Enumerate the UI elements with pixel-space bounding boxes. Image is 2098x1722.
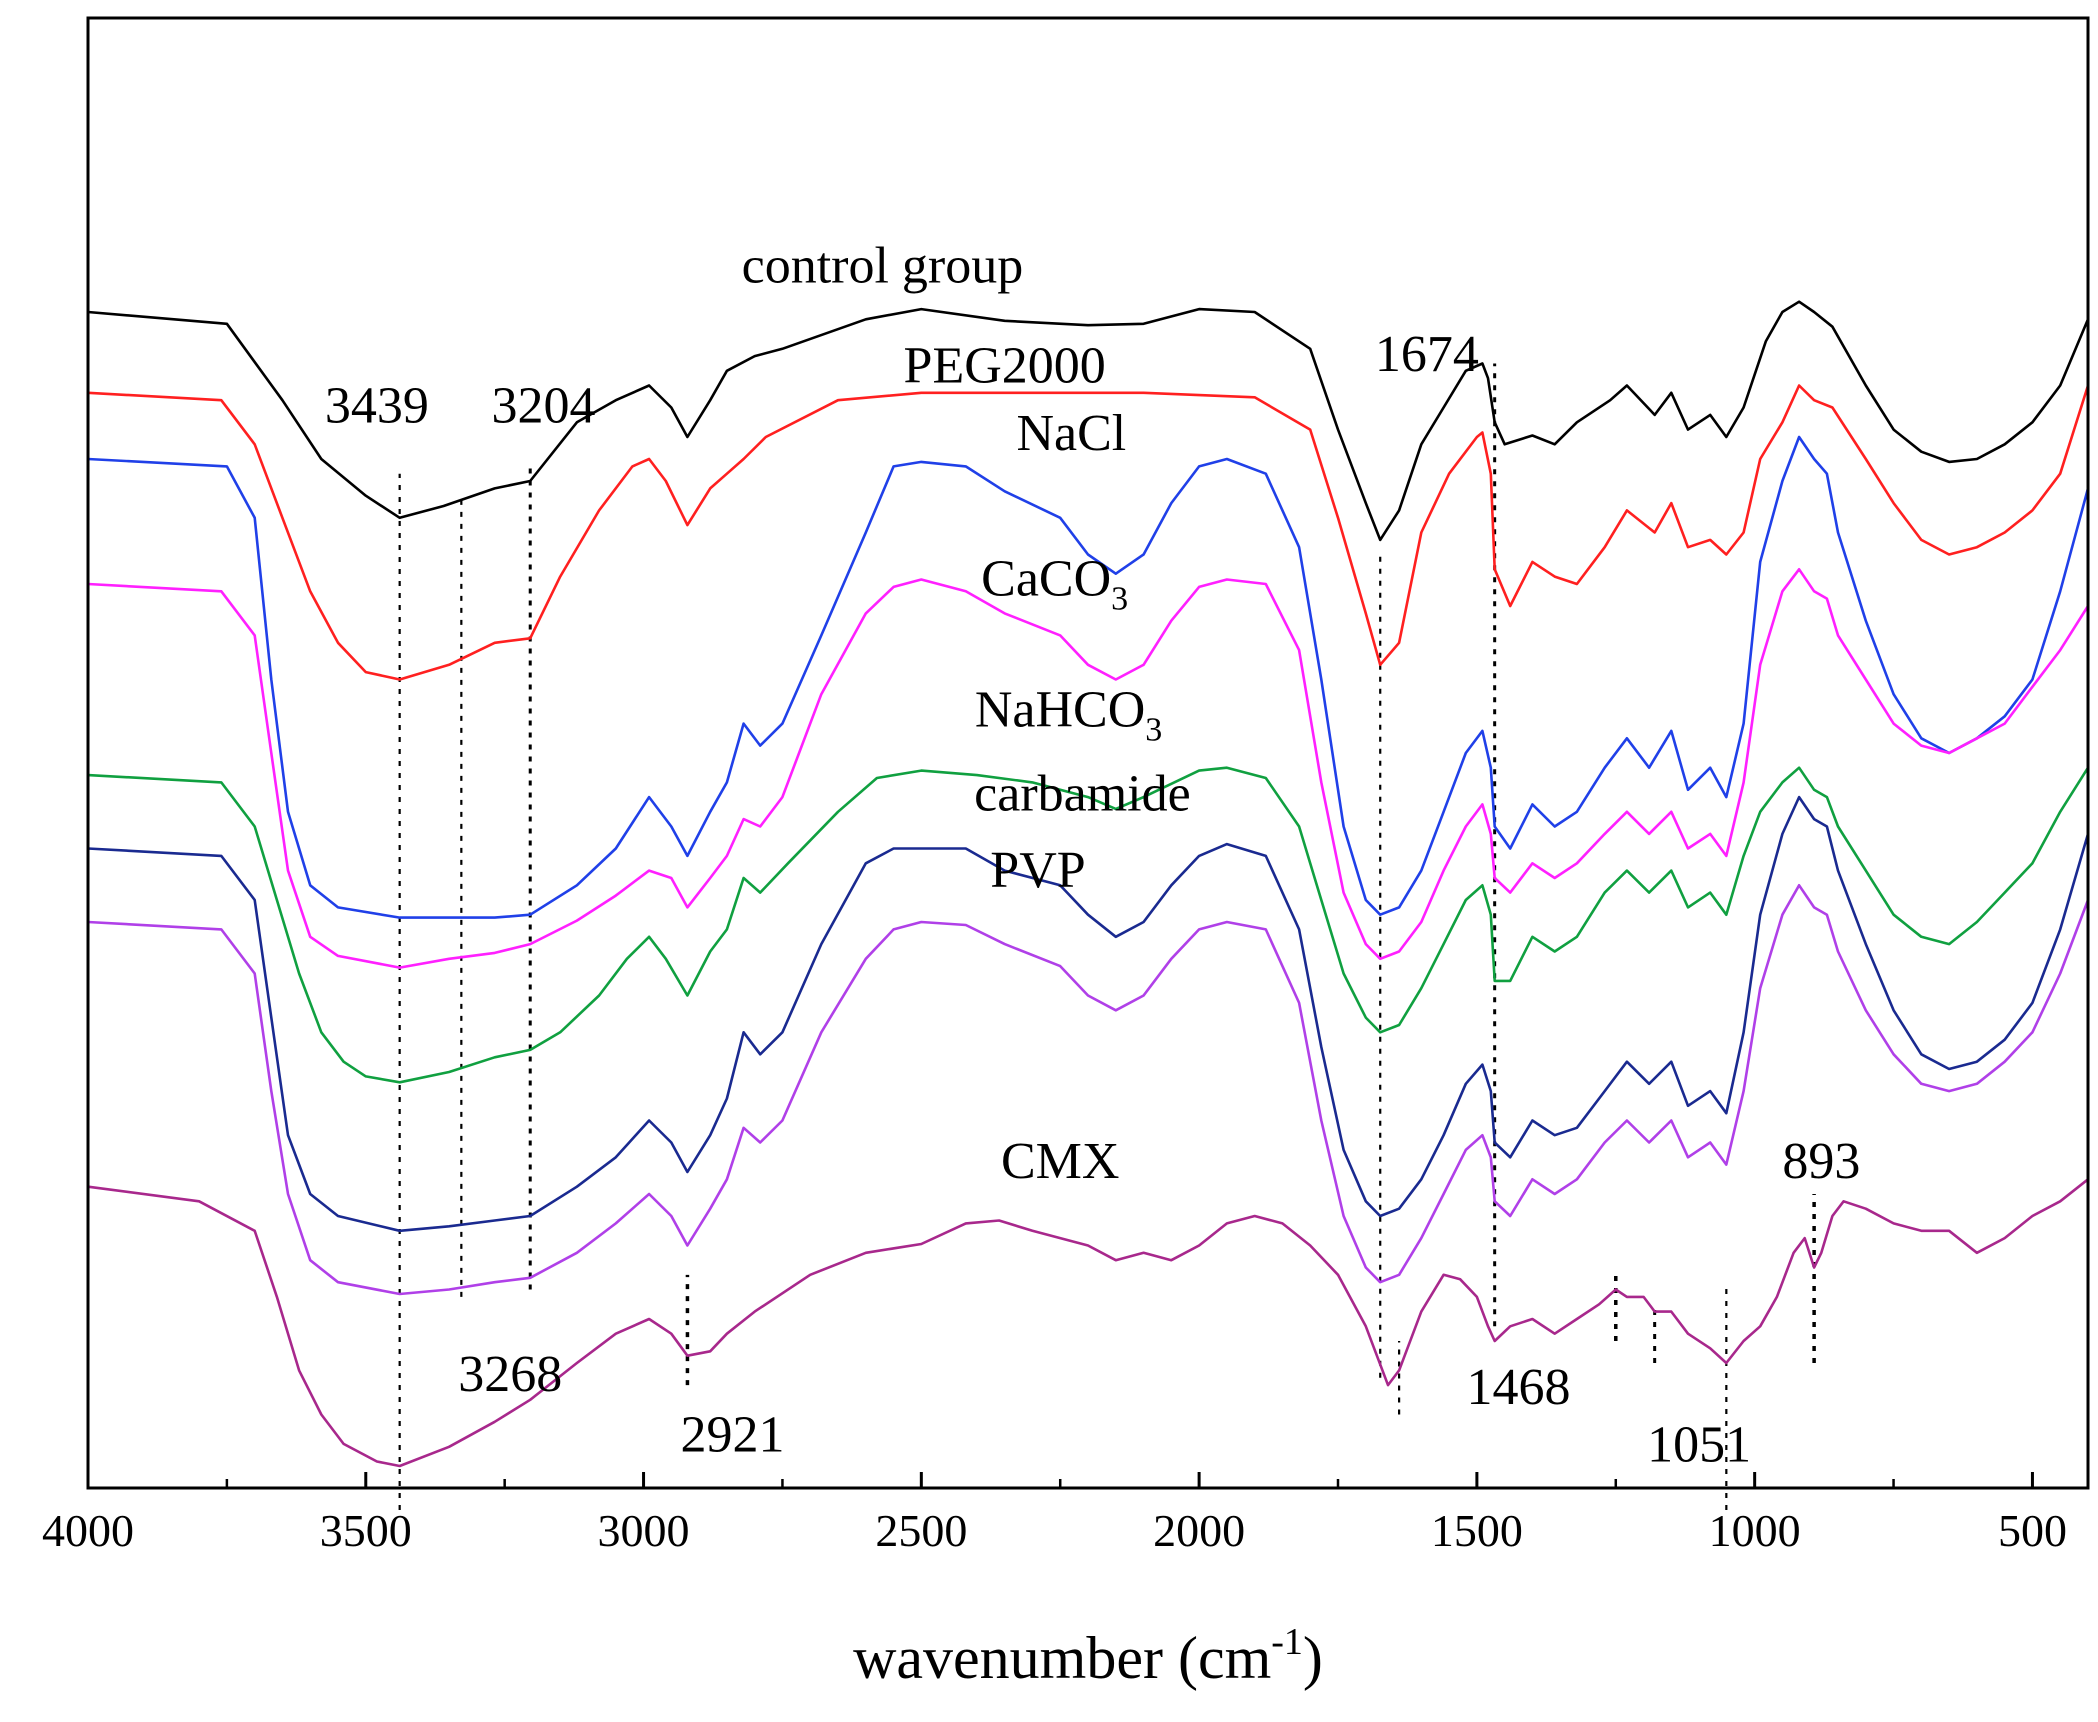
x-tick-label-3000: 3000: [598, 1505, 690, 1556]
x-axis-label: wavenumber (cm-1): [853, 1621, 1323, 1691]
series-label-7: CMX: [1001, 1133, 1119, 1190]
x-axis-label-main: wavenumber (cm: [853, 1625, 1271, 1691]
x-axis-tick-labels: 4000 3500 3000 2500 2000 1500 1000 500: [42, 1505, 2067, 1556]
series-label-3: CaCO3: [981, 551, 1128, 618]
peak-label-3268: 3268: [458, 1346, 562, 1403]
plot-frame: [86, 16, 2090, 1490]
peak-label-1674: 1674: [1375, 326, 1479, 383]
series-label-2-part-0: NaCl: [1016, 405, 1126, 462]
series-label-1-part-0: PEG2000: [904, 338, 1106, 395]
x-axis-ticks: [86, 1472, 2034, 1488]
series-label-6-part-0: PVP: [990, 842, 1085, 899]
series-line-2: [86, 435, 2090, 919]
series-line-6: [86, 884, 2090, 1296]
series-line-4: [86, 766, 2090, 1084]
series-label-4-part-1: 3: [1145, 712, 1162, 749]
spectra-series: [86, 300, 2090, 1468]
x-tick-label-2000: 2000: [1153, 1505, 1245, 1556]
x-tick-label-1000: 1000: [1709, 1505, 1801, 1556]
series-label-2: NaCl: [1016, 405, 1126, 462]
series-label-6: PVP: [990, 842, 1085, 899]
peak-label-3204: 3204: [492, 377, 596, 434]
peak-label-1468: 1468: [1467, 1359, 1571, 1416]
series-label-3-part-0: CaCO: [981, 551, 1111, 608]
peak-label-1051: 1051: [1647, 1417, 1751, 1474]
series-labels: control groupPEG2000NaClCaCO3NaHCO3carba…: [742, 238, 1191, 1190]
series-label-7-part-0: CMX: [1001, 1133, 1119, 1190]
series-label-4-part-0: NaHCO: [975, 682, 1145, 739]
series-label-0-part-0: control group: [742, 238, 1024, 295]
series-label-0: control group: [742, 238, 1024, 295]
series-label-1: PEG2000: [904, 338, 1106, 395]
peak-label-3439: 3439: [325, 377, 429, 434]
series-line-1: [86, 384, 2090, 681]
x-tick-label-4000: 4000: [42, 1505, 134, 1556]
series-label-5-part-0: carbamide: [974, 765, 1191, 822]
x-axis-label-close: ): [1303, 1625, 1323, 1691]
series-line-3: [86, 568, 2090, 969]
x-tick-label-1500: 1500: [1431, 1505, 1523, 1556]
x-tick-label-500: 500: [1998, 1505, 2067, 1556]
peak-label-2921: 2921: [680, 1406, 784, 1463]
series-label-3-part-1: 3: [1111, 581, 1128, 618]
series-label-4: NaHCO3: [975, 682, 1162, 749]
series-line-5: [86, 795, 2090, 1233]
series-label-5: carbamide: [974, 765, 1191, 822]
series-line-0: [86, 300, 2090, 542]
peak-annotations: 3439 3204 1674 3268 2921 1468 1051 893: [325, 326, 1860, 1474]
series-line-7: [86, 1178, 2090, 1468]
x-tick-label-3500: 3500: [320, 1505, 412, 1556]
peak-label-893: 893: [1782, 1133, 1860, 1190]
x-axis-label-superscript: -1: [1271, 1621, 1303, 1663]
x-tick-label-2500: 2500: [875, 1505, 967, 1556]
peak-guide-lines: [398, 363, 1816, 1511]
